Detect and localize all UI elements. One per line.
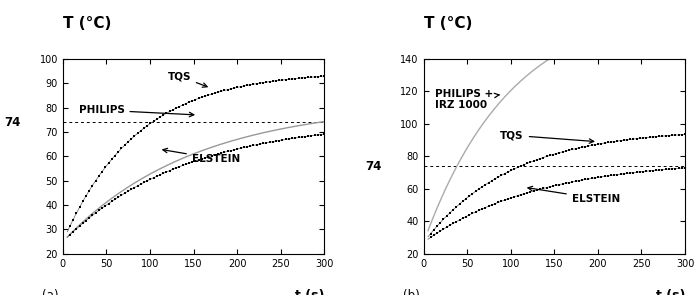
Text: PHILIPS +
IRZ 1000: PHILIPS + IRZ 1000 [435,89,499,110]
Text: T (°C): T (°C) [63,16,111,31]
Text: t (s): t (s) [295,289,324,295]
Text: 74: 74 [366,160,382,173]
Text: ELSTEIN: ELSTEIN [163,148,240,164]
Text: T (°C): T (°C) [424,16,472,31]
Text: TQS: TQS [500,130,593,143]
Text: (a): (a) [42,289,59,295]
Text: (b): (b) [403,289,419,295]
Text: 74: 74 [5,116,21,129]
Text: ELSTEIN: ELSTEIN [528,186,620,204]
Text: TQS: TQS [168,71,207,87]
Text: t (s): t (s) [656,289,685,295]
Text: PHILIPS: PHILIPS [78,105,194,117]
